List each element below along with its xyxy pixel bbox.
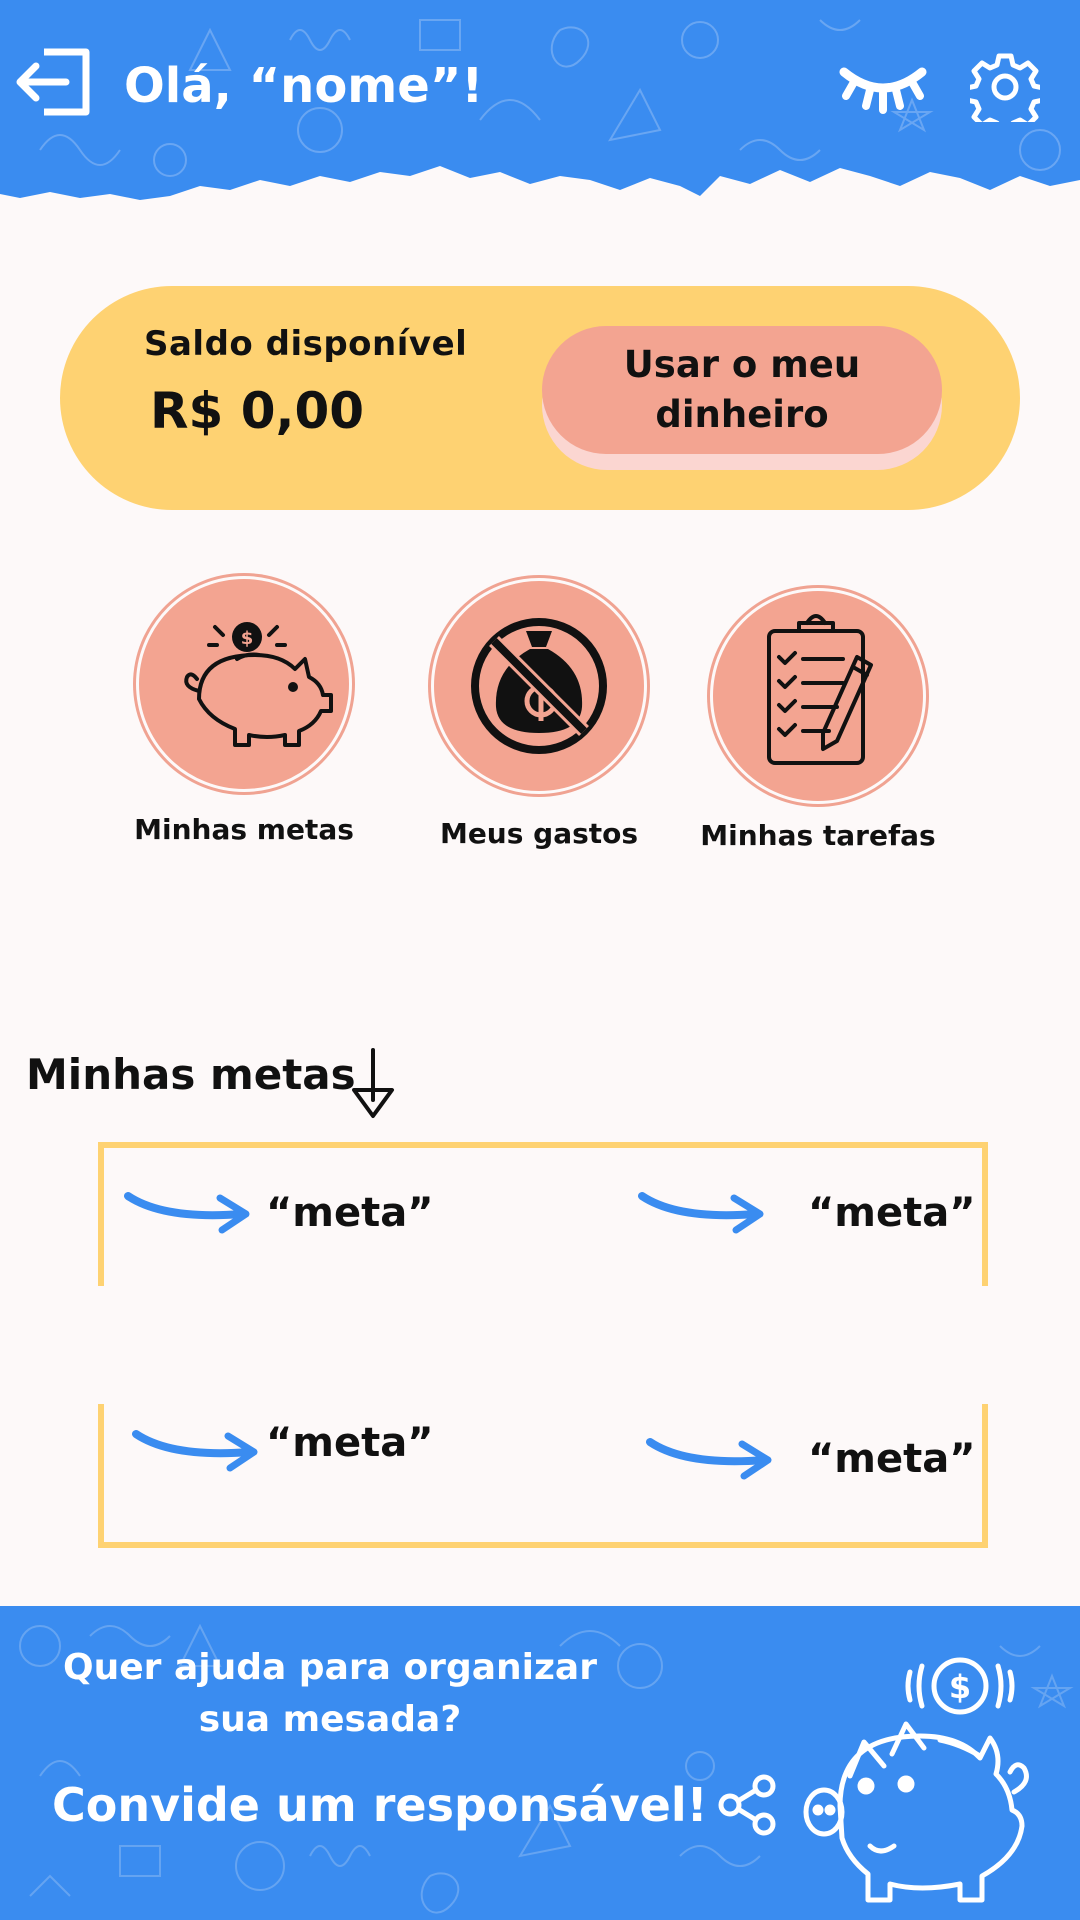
piggy-coin-illustration: $ [803,1657,1029,1903]
goal-item-label: “meta” [808,1436,976,1482]
use-money-button-label: Usar o meu dinheiro [623,343,861,436]
logout-button[interactable] [14,46,94,118]
goal-item-label: “meta” [266,1190,434,1236]
shortcut-my-expenses-circle [431,578,647,794]
goal-item-label: “meta” [266,1420,434,1466]
header: Olá, “nome”! [0,0,1080,220]
header-background [0,0,1080,200]
footer-doodle-pattern [19,1623,1074,1914]
arrow-down-icon [352,1048,394,1118]
balance-value: R$ 0,00 [150,382,365,440]
svg-text:$: $ [241,628,254,649]
shortcut-my-goals-label: Minhas metas [134,813,354,846]
hide-balance-button[interactable] [838,60,928,114]
goals-frame-top [98,1142,988,1286]
goal-item[interactable]: “meta” [646,1432,976,1492]
brush-arrow-icon [638,1192,764,1234]
goals-section-title: Minhas metas [26,1050,356,1099]
goal-item[interactable]: “meta” [638,1186,976,1246]
gear-icon [964,53,1046,135]
shortcut-my-goals-circle: $ [136,576,352,792]
logout-icon [16,48,90,116]
clipboard-checklist-icon [767,614,873,765]
svg-text:$: $ [949,1668,971,1706]
use-money-button[interactable]: Usar o meu dinheiro [542,326,942,470]
help-text: Quer ajuda para organizar sua mesada? [63,1647,597,1740]
goal-item[interactable]: “meta” [132,1420,434,1484]
balance-label: Saldo disponível [144,324,468,364]
piggy-bank-icon: $ [184,622,333,747]
settings-button[interactable] [964,52,1046,135]
balance-card: Saldo disponível R$ 0,00 Usar o meu dinh… [60,286,1020,510]
closed-eye-icon [839,67,927,114]
shortcut-my-expenses-label: Meus gastos [439,817,639,850]
footer-banner: Quer ajuda para organizar sua mesada? Co… [0,1606,1080,1920]
brush-arrow-icon [646,1438,772,1480]
invite-guardian-label: Convide um responsável! [52,1778,708,1832]
goals-frame-bottom [98,1404,988,1548]
brush-arrow-icon [124,1192,250,1234]
invite-guardian-button[interactable]: Convide um responsável! [52,1774,780,1844]
greeting-title: Olá, “nome”! [124,58,484,114]
no-money-bag-icon [471,618,607,754]
shortcut-my-tasks-circle [710,588,926,804]
share-icon [718,1774,776,1836]
use-money-button-face: Usar o meu dinheiro [542,326,942,454]
goal-item-label: “meta” [808,1190,976,1236]
goal-item[interactable]: “meta” [124,1186,434,1246]
brush-arrow-icon [132,1430,258,1472]
shortcut-my-tasks-label: Minhas tarefas [700,819,936,852]
